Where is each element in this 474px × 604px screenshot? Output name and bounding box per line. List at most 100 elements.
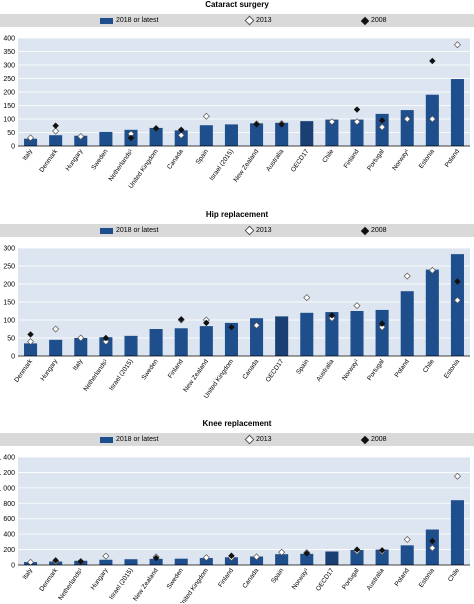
x-tick-label: Chile — [321, 148, 335, 164]
x-tick-label: Australia — [265, 148, 285, 173]
x-tick-label: Hungary — [39, 358, 59, 383]
x-tick-label: Portugal — [366, 358, 386, 382]
legend-swatch-open-diamond — [244, 434, 255, 445]
bar — [49, 135, 63, 146]
legend-item-2013: 2013 — [244, 433, 272, 446]
x-tick-label: Sweden — [141, 358, 160, 382]
x-tick-label: New Zealand — [132, 567, 160, 603]
y-tick-label: 50 — [7, 336, 15, 343]
x-tick-label: Poland — [444, 148, 462, 169]
y-tick-label: 600 — [3, 516, 15, 523]
x-tick-label: Israel (2015) — [108, 567, 135, 601]
marker-2008 — [152, 125, 160, 132]
legend-item-2008: 2008 — [360, 14, 387, 27]
bar — [250, 123, 264, 146]
marker-2013 — [353, 302, 361, 310]
x-tick-label: Norway¹ — [341, 357, 361, 382]
x-tick-label: New Zealand — [232, 148, 260, 184]
x-tick-label: Netherlands¹ — [108, 147, 136, 182]
chart-plot-hip: 0 50 100 150 200 250 300 Denmark Hungary ItalyNet… — [3, 246, 470, 400]
legend-swatch-filled-diamond — [360, 226, 370, 235]
bar — [375, 549, 389, 565]
bar — [224, 124, 238, 146]
marker-2013 — [378, 123, 386, 131]
legend-swatch-open-diamond — [244, 15, 255, 26]
x-tick-label: Poland — [394, 358, 412, 379]
marker-2008 — [454, 278, 461, 285]
legend: 2018 or latest 2013 2008 — [0, 14, 474, 27]
marker-2008 — [178, 316, 185, 323]
marker-2013 — [403, 272, 411, 280]
x-tick-label: Denmark — [13, 358, 34, 384]
y-tick-label: 200 — [3, 90, 15, 97]
marker-2008 — [228, 324, 235, 331]
bar — [224, 322, 238, 356]
legend-swatch-filled-diamond — [360, 435, 370, 444]
y-tick-label: 200 — [3, 547, 15, 554]
chart-title: Hip replacement — [205, 210, 269, 219]
y-tick-label: 0 — [11, 563, 15, 570]
marker-2013 — [202, 112, 210, 120]
bar — [450, 500, 464, 565]
marker-2013 — [328, 118, 336, 126]
x-tick-label: Portugal — [366, 148, 386, 172]
x-tick-label: Chile — [447, 567, 461, 583]
x-tick-label: Norway¹ — [391, 147, 411, 172]
marker-2008 — [253, 121, 260, 128]
chart-plot-knee: 0 200 400 600 800 1 000 1 200 1 400 ItalyDenmark… — [0, 455, 470, 603]
bar — [350, 119, 364, 146]
legend-swatch-open-diamond — [244, 225, 255, 236]
legend-item-2013: 2013 — [244, 224, 272, 237]
chart-plot-cataract: 0 50 100 150 200 250 300 350 400 Italy Denmark Hung… — [3, 36, 470, 190]
marker-2008 — [102, 334, 110, 342]
x-tick-label: Israel (2015) — [208, 148, 235, 182]
legend-label-2008: 2008 — [371, 227, 387, 234]
bar — [174, 328, 188, 356]
marker-2013 — [353, 118, 361, 126]
x-tick-label: Finland — [343, 148, 361, 170]
legend-item-2008: 2008 — [360, 224, 387, 237]
legend-item-latest: 2018 or latest — [100, 14, 158, 27]
x-tick-label: OECD17 — [265, 358, 286, 384]
marker-2013 — [453, 41, 461, 49]
marker-2013 — [378, 323, 386, 331]
y-tick-label: 400 — [3, 36, 15, 43]
plot-background — [18, 457, 470, 565]
marker-2008 — [328, 312, 336, 319]
y-tick-label: 400 — [3, 532, 15, 539]
x-tick-label: Estonia — [418, 567, 436, 589]
bar — [250, 318, 264, 356]
bar — [149, 558, 163, 565]
bar — [99, 337, 113, 356]
bar — [325, 551, 339, 565]
bar — [199, 558, 213, 565]
marker-2013 — [202, 554, 210, 562]
x-tick-label: Sweden — [166, 567, 185, 591]
marker-2013 — [253, 553, 261, 561]
bar — [24, 138, 38, 146]
y-tick-label: 250 — [3, 264, 15, 271]
y-tick-label: 1 200 — [0, 470, 15, 477]
x-tick-label: Australia — [366, 567, 386, 592]
marker-2013 — [303, 294, 311, 302]
bar — [425, 269, 439, 356]
bar — [149, 127, 163, 146]
legend-label-2013: 2013 — [256, 17, 272, 24]
marker-2013 — [27, 134, 35, 142]
marker-2013 — [177, 131, 185, 139]
bar — [450, 254, 464, 356]
y-tick-label: 250 — [3, 76, 15, 83]
bar — [350, 549, 364, 565]
x-tick-label: Portugal — [341, 567, 361, 591]
y-tick-label: 1 400 — [0, 455, 15, 462]
chart-title: Knee replacement — [202, 419, 272, 428]
marker-2013 — [403, 115, 411, 123]
legend: 2018 or latest 2013 2008 — [0, 433, 474, 446]
legend-item-latest: 2018 or latest — [100, 224, 158, 237]
x-tick-label: Italy — [72, 358, 85, 372]
legend-label-latest: 2018 or latest — [116, 436, 159, 443]
x-tick-label: Hungary — [65, 148, 85, 173]
legend-label-2013: 2013 — [256, 227, 272, 234]
legend-item-2008: 2008 — [360, 433, 387, 446]
x-tick-label: Spain — [295, 358, 310, 376]
